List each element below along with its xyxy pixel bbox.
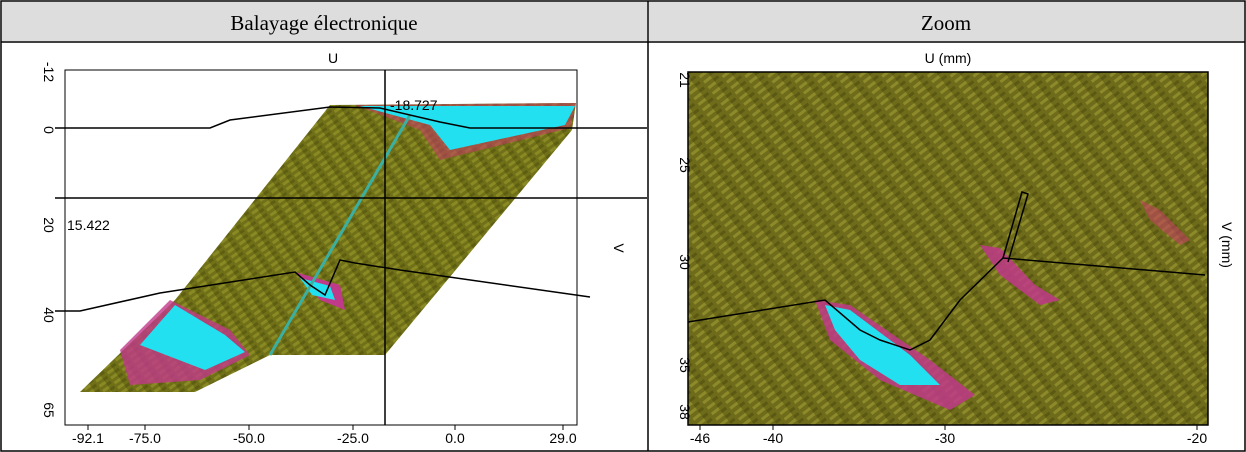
x-tick-label: -20 <box>1187 430 1207 446</box>
y-tick-label: 20 <box>41 217 57 233</box>
x-tick-label: -92.1 <box>72 430 104 446</box>
axis-title: U <box>328 50 338 66</box>
y-tick-label: 40 <box>41 307 57 323</box>
axis-title: V <box>611 243 627 253</box>
y-tick-label: 30 <box>677 254 693 270</box>
x-tick-label: -25.0 <box>337 430 369 446</box>
axis-title: U (mm) <box>925 50 972 66</box>
x-tick-label: -46 <box>690 430 710 446</box>
zoom-image <box>687 71 1209 426</box>
x-tick-label: -30 <box>935 430 955 446</box>
header-cell <box>649 2 1244 41</box>
x-tick-label: 29.0 <box>549 430 576 446</box>
annotation: 15.422 <box>67 217 110 233</box>
x-tick-label: -50.0 <box>233 430 265 446</box>
ticks: -92.1 -75.0 -50.0 -25.0 0.0 29.0 -12 0 20 40 65 -46… <box>41 62 1207 446</box>
header: Balayage électronique <box>230 11 417 35</box>
header: Zoom <box>921 11 971 35</box>
y-tick-label: 0 <box>41 126 57 134</box>
y-tick-label: -12 <box>41 62 57 82</box>
y-tick-label: 21 <box>677 72 693 88</box>
header-cell <box>2 2 647 41</box>
x-tick-label: -75.0 <box>129 430 161 446</box>
annotation: -18.727 <box>390 97 438 113</box>
x-tick-label: -40 <box>763 430 783 446</box>
scan-image <box>55 69 647 426</box>
y-tick-label: 65 <box>41 402 57 418</box>
y-tick-label: 38 <box>677 404 693 420</box>
axis-title: V (mm) <box>1219 222 1235 268</box>
y-tick-label: 25 <box>677 157 693 173</box>
y-tick-label: 35 <box>677 357 693 373</box>
x-tick-label: 0.0 <box>445 430 465 446</box>
